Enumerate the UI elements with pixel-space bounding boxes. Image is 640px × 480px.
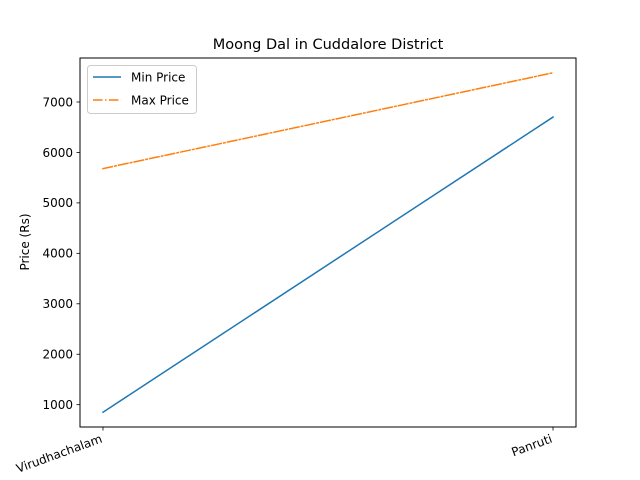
y-tick-label-4: 5000 (42, 196, 73, 210)
y-tick-label-6: 7000 (42, 95, 73, 109)
y-tick-label-3: 4000 (42, 247, 73, 261)
legend-label-0: Min Price (131, 70, 185, 84)
plot-frame (79, 57, 577, 428)
y-tick-label-5: 6000 (42, 146, 73, 160)
series-line-0 (101, 116, 555, 414)
y-axis-label: Price (Rs) (18, 213, 32, 270)
y-tick-label-0: 1000 (42, 398, 73, 412)
legend: Min Price Max Price (87, 65, 197, 114)
y-tick-label-2: 3000 (42, 297, 73, 311)
y-tick-label-1: 2000 (42, 348, 73, 362)
chart-title: Moong Dal in Cuddalore District (213, 37, 444, 53)
plot-area (79, 57, 577, 428)
series-line-1 (102, 71, 554, 170)
plot-background (80, 58, 576, 427)
legend-label-1: Max Price (131, 93, 189, 107)
y-axis: 1000 2000 3000 4000 5000 6000 7000 (42, 95, 80, 412)
series-layer (101, 71, 555, 414)
